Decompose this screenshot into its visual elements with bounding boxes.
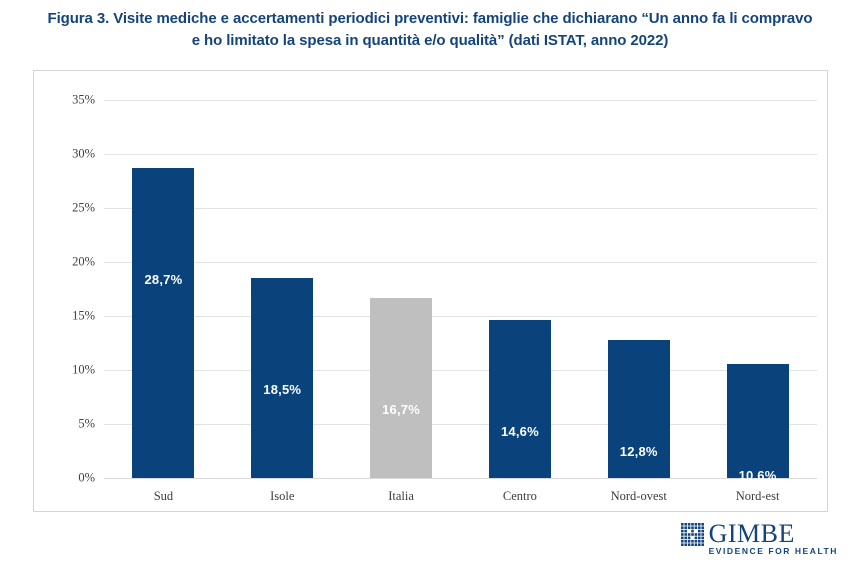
gimbe-name: GIMBE [708, 519, 795, 548]
gimbe-tagline: EVIDENCE FOR HEALTH [708, 546, 838, 556]
bar-value-label: 16,7% [382, 401, 420, 417]
bar-nord-ovest[interactable]: 12,8% [607, 339, 670, 478]
bar-isole[interactable]: 18,5% [251, 278, 314, 478]
bar-group-nord-ovest: 12,8% Nord-ovest [579, 100, 698, 503]
gimbe-wordmark: GIMBE EVIDENCE FOR HEALTH [709, 521, 838, 557]
gridline-35% [104, 100, 817, 101]
bar-centro[interactable]: 14,6% [488, 320, 551, 478]
bar-value-label: 10,6% [738, 467, 777, 483]
y-axis-tick-label: 0% [78, 470, 95, 485]
y-axis-tick-label: 20% [72, 254, 95, 269]
y-axis-tick-label: 35% [72, 92, 95, 107]
x-axis-category-label: Centro [502, 489, 537, 503]
bar-value-label: 28,7% [144, 272, 183, 288]
y-axis-tick-label: 10% [72, 362, 95, 377]
y-axis-tick-label: 5% [78, 416, 95, 431]
x-axis-category-label: Isole [270, 489, 295, 503]
plot-area: 35% 30% 25% 20% 15% 10% 5% 0% 28,7% Sud 18,5% Isol… [72, 93, 817, 503]
bar-group-centro: 14,6% Centro [461, 100, 580, 503]
figure-title-line-2: e ho limitato la spesa in quantità e/o q… [191, 32, 669, 49]
gridline-30% [104, 154, 817, 155]
x-axis-category-label: Nord-est [735, 489, 780, 503]
gimbe-logo: GIMBE EVIDENCE FOR HEALTH [680, 521, 838, 557]
bar-value-label: 14,6% [500, 424, 539, 440]
bar-value-label: 18,5% [263, 382, 302, 398]
gridline-20% [104, 262, 817, 263]
bar-series: 28,7% Sud 18,5% Isole 16,7% Italia 14,6% Centro… [104, 100, 817, 503]
bar-sud[interactable]: 28,7% [132, 168, 195, 478]
bar-value-label: 12,8% [619, 443, 658, 459]
gridline-0% [104, 478, 817, 479]
x-axis-category-label: Sud [153, 489, 174, 503]
gridline-15% [104, 316, 817, 317]
gridline-5% [104, 424, 817, 425]
bar-group-nord-est: 10,6% Nord-est [698, 100, 817, 503]
gridline-10% [104, 370, 817, 371]
bar-italia[interactable]: 16,7% [370, 297, 433, 478]
x-axis-category-label: Nord-ovest [610, 489, 667, 503]
bar-nord-est[interactable]: 10,6% [726, 363, 789, 483]
y-axis-tick-label: 25% [72, 200, 95, 215]
x-axis-category-label: Italia [388, 489, 414, 503]
figure-title-line-1: Figura 3. Visite mediche e accertamenti … [47, 10, 813, 27]
y-axis-tick-label: 30% [72, 146, 95, 161]
gridline-25% [104, 208, 817, 209]
grid-squares-icon [680, 523, 704, 546]
y-axis-tick-label: 15% [72, 308, 95, 323]
bar-group-sud: 28,7% Sud [104, 100, 223, 503]
chart-frame: 35% 30% 25% 20% 15% 10% 5% 0% 28,7% Sud 18,5% Isol… [33, 70, 828, 512]
figure-title: Figura 3. Visite mediche e accertamenti … [0, 8, 860, 52]
bar-group-isole: 18,5% Isole [223, 100, 342, 503]
bar-group-italia: 16,7% Italia [342, 100, 461, 503]
